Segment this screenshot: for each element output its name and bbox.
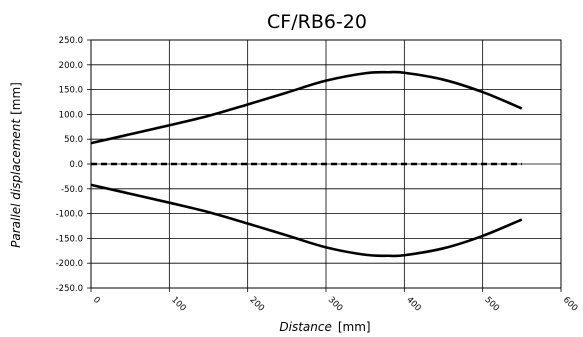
series-line-0 [90, 70, 523, 145]
y-tick-label: -250.0 [56, 284, 83, 294]
x-tick-label: 600 [561, 295, 580, 314]
series-group [90, 70, 523, 258]
y-tick-label: 50.0 [64, 135, 83, 145]
y-tick-label: -150.0 [56, 234, 83, 244]
x-tick-label: 200 [248, 295, 267, 314]
y-axis-label: Parallel displacement [mm] [9, 82, 23, 248]
x-tick-label: 500 [483, 295, 502, 314]
x-axis-label: Distance [mm] [279, 320, 370, 334]
y-axis-label-unit: [mm] [9, 82, 23, 115]
y-tick-label: 200.0 [59, 61, 83, 71]
y-axis-ticks: 250.0 200.0 150.0 100.0 50.0 0.0 -50.0 -100.0 -1… [56, 36, 91, 294]
chart-title: CF/RB6-20 [267, 11, 367, 33]
x-axis-label-unit: [mm] [338, 320, 371, 334]
x-axis-ticks: 0 100 200 300 400 500 600 [90, 288, 580, 314]
x-tick-label: 300 [326, 295, 345, 314]
x-tick-label: 400 [404, 295, 423, 314]
x-tick-label: 100 [169, 295, 188, 314]
plot-frame [90, 39, 562, 289]
y-tick-label: -200.0 [56, 259, 83, 269]
y-tick-label: 100.0 [59, 110, 83, 120]
y-tick-label: 250.0 [59, 36, 83, 46]
y-axis-label-main: Parallel displacement [9, 118, 23, 248]
x-tick-label: 0 [91, 295, 102, 306]
y-tick-label: -50.0 [61, 185, 83, 195]
x-axis-label-main: Distance [279, 320, 331, 334]
y-tick-label: 0.0 [69, 160, 83, 170]
y-tick-label: -100.0 [56, 210, 83, 220]
series-line-2 [90, 183, 523, 258]
y-tick-label: 150.0 [59, 86, 83, 96]
